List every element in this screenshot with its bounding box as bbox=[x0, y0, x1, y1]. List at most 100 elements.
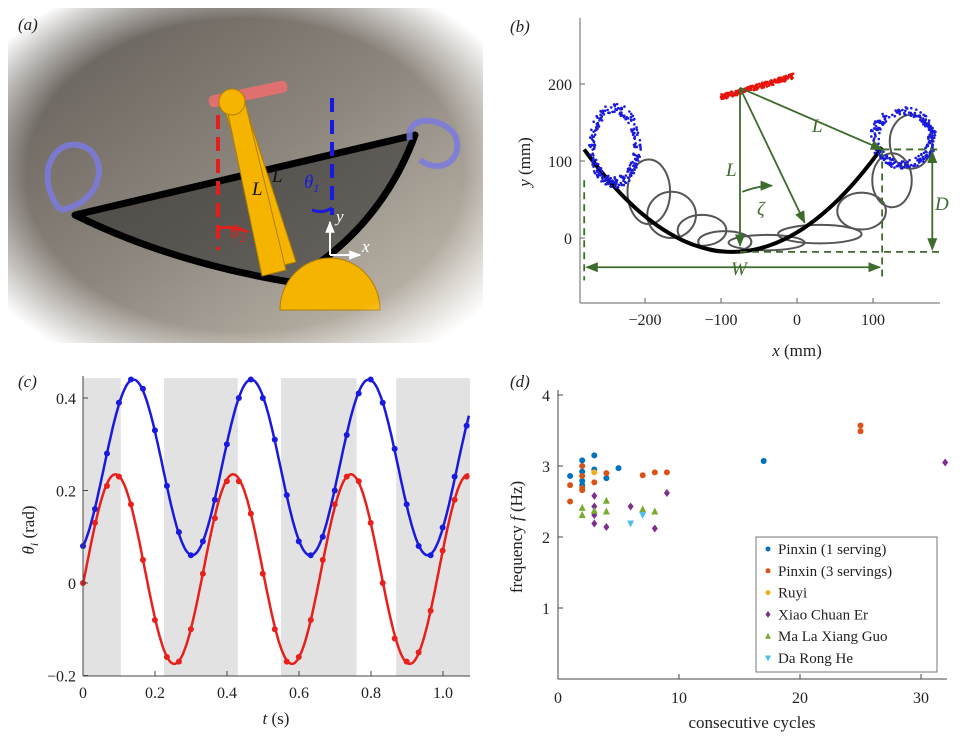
legend-marker bbox=[765, 632, 771, 639]
left-hand-loop-point bbox=[591, 135, 595, 138]
left-hand-loop-point bbox=[635, 128, 639, 132]
data-point-pinxin-1-serving- bbox=[567, 472, 574, 479]
right-hand-loop-point bbox=[916, 164, 919, 167]
y-tick-label: 100 bbox=[548, 154, 572, 171]
zeta-direction-arrow bbox=[739, 87, 806, 224]
data-point-series-0 bbox=[91, 506, 98, 512]
link-label-2: L bbox=[251, 179, 263, 200]
left-hand-loop-point bbox=[633, 153, 637, 157]
right-hand-loop-point bbox=[897, 163, 901, 166]
data-point-pinxin-1-serving- bbox=[579, 457, 586, 464]
right-hand-loop-point bbox=[904, 109, 907, 113]
data-point-xiao-chuan-er bbox=[942, 458, 949, 467]
left-hand-loop-point bbox=[589, 153, 593, 157]
left-hand-loop-point bbox=[592, 156, 595, 160]
panel-a: (a) L L θ1 θ2 y x bbox=[0, 0, 490, 350]
left-hand-loop-point bbox=[631, 131, 635, 134]
left-hand-loop-point bbox=[592, 161, 595, 165]
left-hand-loop-point bbox=[638, 143, 641, 147]
data-point-series-0 bbox=[115, 399, 122, 406]
left-hand-loop-point bbox=[634, 164, 638, 168]
left-hand-loop-point bbox=[630, 168, 634, 172]
data-point-pinxin-3-servings- bbox=[857, 422, 864, 429]
data-point-series-0 bbox=[367, 376, 374, 383]
pivot-track-point bbox=[780, 77, 784, 80]
right-hand-loop-point bbox=[887, 162, 890, 166]
data-point-series-0 bbox=[151, 427, 158, 434]
left-hand-loop-point bbox=[611, 110, 614, 114]
axis-x-label: x bbox=[361, 237, 370, 256]
right-hand-loop-point bbox=[884, 120, 888, 123]
left-hand-loop-point bbox=[626, 117, 630, 120]
data-point-series-1 bbox=[187, 626, 194, 633]
left-hand-loop-point bbox=[606, 182, 609, 186]
data-point-series-1 bbox=[391, 635, 398, 642]
data-point-pinxin-1-serving- bbox=[579, 477, 586, 484]
panel-b-ylabel: y (mm) bbox=[515, 137, 534, 189]
right-hand-loop-point bbox=[926, 144, 930, 148]
left-hand-loop-point bbox=[607, 111, 610, 115]
hand-path-loop bbox=[871, 152, 913, 209]
x-tick-label: 0.4 bbox=[217, 685, 237, 702]
data-point-pinxin-3-servings- bbox=[579, 463, 586, 469]
plot-layer: 0 0.2 0.4 0.6 0.8 1.0−0.200.20.4 bbox=[47, 376, 471, 702]
data-point-pinxin-3-servings- bbox=[579, 487, 586, 494]
annotation-L-diagonal: L bbox=[811, 116, 823, 137]
left-hand-loop-point bbox=[600, 119, 604, 122]
left-hand-loop-point bbox=[592, 144, 595, 147]
data-point-series-1 bbox=[403, 658, 410, 665]
panel-c-label: (c) bbox=[18, 372, 37, 391]
data-point-series-0 bbox=[391, 445, 398, 452]
data-point-pinxin-3-servings- bbox=[603, 470, 610, 477]
right-hand-loop-point bbox=[878, 119, 882, 123]
panel-a-label: (a) bbox=[18, 15, 38, 34]
y-tick-label: −0.2 bbox=[47, 669, 76, 686]
left-hand-loop-point bbox=[635, 133, 639, 137]
theta1-symbol: θ bbox=[304, 172, 313, 193]
y-tick-label: 0 bbox=[564, 231, 572, 248]
right-hand-loop-point bbox=[874, 120, 877, 123]
left-hand-loop-point bbox=[629, 162, 633, 165]
data-point-series-0 bbox=[223, 441, 230, 448]
data-point-series-0 bbox=[439, 524, 446, 531]
right-hand-loop-point bbox=[928, 154, 931, 158]
left-hand-loop-point bbox=[628, 179, 631, 182]
panel-d-label: (d) bbox=[510, 372, 530, 391]
right-hand-loop-point bbox=[874, 125, 878, 128]
right-hand-loop-point bbox=[900, 160, 904, 163]
left-hand-loop-point bbox=[633, 135, 637, 138]
pivot-track-point bbox=[782, 75, 786, 79]
right-hand-loop-point bbox=[932, 136, 936, 140]
data-point-series-0 bbox=[199, 538, 206, 545]
data-point-series-0 bbox=[331, 487, 338, 494]
right-hand-loop-point bbox=[893, 114, 897, 118]
panel-b-xlabel: x (mm) bbox=[771, 341, 822, 360]
right-hand-loop-point bbox=[870, 135, 873, 138]
left-hand-loop-point bbox=[588, 136, 592, 139]
left-hand-loop-point bbox=[624, 117, 628, 121]
pivot-track-point bbox=[729, 90, 733, 94]
data-point-series-1 bbox=[439, 547, 446, 554]
right-hand-loop-point bbox=[888, 156, 892, 160]
pivot-track-point bbox=[734, 91, 738, 95]
left-hand-loop-point bbox=[631, 114, 635, 118]
left-hand-loop-point bbox=[593, 171, 597, 175]
data-point-series-0 bbox=[127, 376, 134, 383]
left-hand-loop-point bbox=[608, 178, 611, 181]
left-hand-loop-point bbox=[592, 154, 595, 157]
data-point-pinxin-3-servings- bbox=[663, 469, 670, 476]
data-point-series-0 bbox=[403, 501, 410, 508]
left-hand-loop-point bbox=[597, 124, 600, 128]
data-point-series-1 bbox=[91, 519, 98, 526]
panel-d-ylabel: frequency f (Hz) bbox=[507, 481, 526, 593]
right-hand-loop-point bbox=[894, 109, 897, 112]
right-hand-loop-point bbox=[923, 122, 927, 125]
legend: Pinxin (1 serving) Pinxin (3 servings) Ruy… bbox=[755, 536, 938, 673]
xlabel-unit: (mm) bbox=[780, 341, 822, 360]
data-point-series-1 bbox=[307, 617, 314, 623]
left-hand-loop-point bbox=[600, 116, 603, 119]
ylabel-unit: (rad) bbox=[19, 506, 38, 543]
pivot-track-point bbox=[754, 85, 757, 88]
pivot-track-point bbox=[757, 82, 761, 86]
right-hand-loop-point bbox=[922, 160, 925, 163]
